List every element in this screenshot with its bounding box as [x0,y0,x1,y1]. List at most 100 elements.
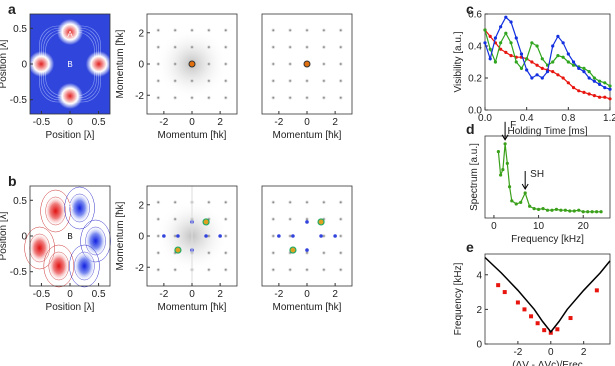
y-tick-label: -0.5 [10,95,28,106]
panel: -2 0 2 -2 0 2 Momentum [ħk] Momentum [ħk] [115,13,238,141]
panel-label: d [466,121,475,137]
point [592,79,596,83]
x-tick-label: 20 [578,221,590,232]
point [590,210,594,214]
panel: -2 0 2 Momentum [ħk] [261,13,353,141]
peak [189,78,195,84]
peak [287,61,293,67]
peak [287,233,293,239]
point [528,204,532,208]
peak [155,95,161,101]
point [483,28,487,32]
x-axis-label: Momentum [ħk] [158,302,227,313]
x-axis-label: Momentum [ħk] [273,302,342,313]
site [85,51,112,77]
peak [223,27,229,33]
peak [206,250,212,256]
annotation: SH [530,169,544,180]
point [594,288,599,293]
point [542,328,547,333]
x-tick-label: 1.2 [603,113,615,124]
x-tick-label: 0.5 [92,117,106,128]
point [577,66,581,70]
point [595,210,599,214]
point [515,300,520,305]
peak [338,27,344,33]
point [545,70,550,74]
point [566,60,570,64]
y-tick-label: 0.5 [13,24,27,35]
y-axis-label: Position [λ] [0,39,9,88]
peak [321,61,327,67]
annotation: A [67,30,73,39]
point [556,34,560,39]
peak [338,216,344,222]
peak [304,216,310,222]
peak [321,250,327,256]
peak-blue [291,234,295,238]
point [529,314,534,319]
peak [189,95,195,101]
point [599,210,603,214]
x-tick-label: -2 [159,117,168,128]
x-tick-label: -0.5 [33,289,51,300]
contour [69,244,100,288]
point [608,87,612,91]
panel: 0 10 20 Frequency [kHz] Spectrum [a.u.] F SH [469,120,611,245]
x-tick-label: -2 [159,289,168,300]
frame [484,13,611,111]
peak [270,61,276,67]
point [550,208,554,212]
point [566,52,570,56]
point [536,207,541,212]
point [603,86,607,90]
peak [206,78,212,84]
peak-main [317,218,325,226]
peak [321,95,327,101]
peak [223,233,229,239]
point [530,41,534,45]
point [603,81,607,85]
point [499,47,503,51]
point [540,76,544,80]
y-tick-label: -0.5 [10,267,28,278]
point [522,307,527,312]
x-tick-label: 2 [332,117,338,128]
point [499,25,503,29]
y-tick-label: 0.4 [468,42,482,53]
lobe [84,226,107,256]
frame [484,135,611,219]
peak-blue [333,234,337,238]
point [577,89,581,93]
point [568,316,573,321]
x-tick-label: 0.8 [561,113,575,124]
point [608,97,612,101]
peak [304,267,310,273]
lobe [28,233,51,263]
y-tick-label: -2 [135,263,144,274]
point [571,63,576,67]
point [571,86,576,90]
peak-blue [218,234,222,238]
peak [172,216,178,222]
point [587,70,591,74]
point [592,94,596,98]
peak [321,78,327,84]
panel-label: a [8,1,16,17]
peak [338,267,344,273]
panel: -2 0 2 -2 0 2 Momentum [ħk] Momentum [ħk] [115,185,238,313]
point [541,207,545,211]
point [504,50,508,55]
site [57,19,83,45]
peak [304,95,310,101]
contour [64,186,95,230]
peak [155,267,161,273]
point [504,31,508,35]
x-tick-label: -2 [274,289,283,300]
peak [270,44,276,50]
arrow-head [521,183,529,190]
point [561,55,565,59]
peak [189,27,195,33]
panel-label: b [8,173,17,189]
peak [223,44,229,50]
